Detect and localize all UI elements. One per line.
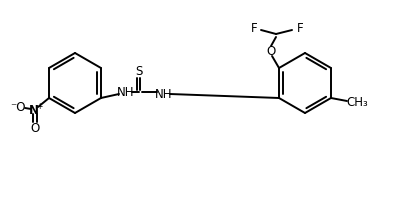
Text: O: O — [267, 45, 276, 57]
Text: ⁻O: ⁻O — [10, 101, 26, 113]
Text: NH: NH — [155, 88, 173, 101]
Text: F: F — [251, 22, 257, 34]
Text: NH: NH — [117, 86, 135, 98]
Text: S: S — [135, 65, 143, 77]
Text: CH₃: CH₃ — [346, 95, 368, 109]
Text: N: N — [29, 104, 39, 116]
Text: F: F — [297, 22, 303, 34]
Text: O: O — [30, 122, 40, 134]
Text: +: + — [36, 102, 42, 110]
